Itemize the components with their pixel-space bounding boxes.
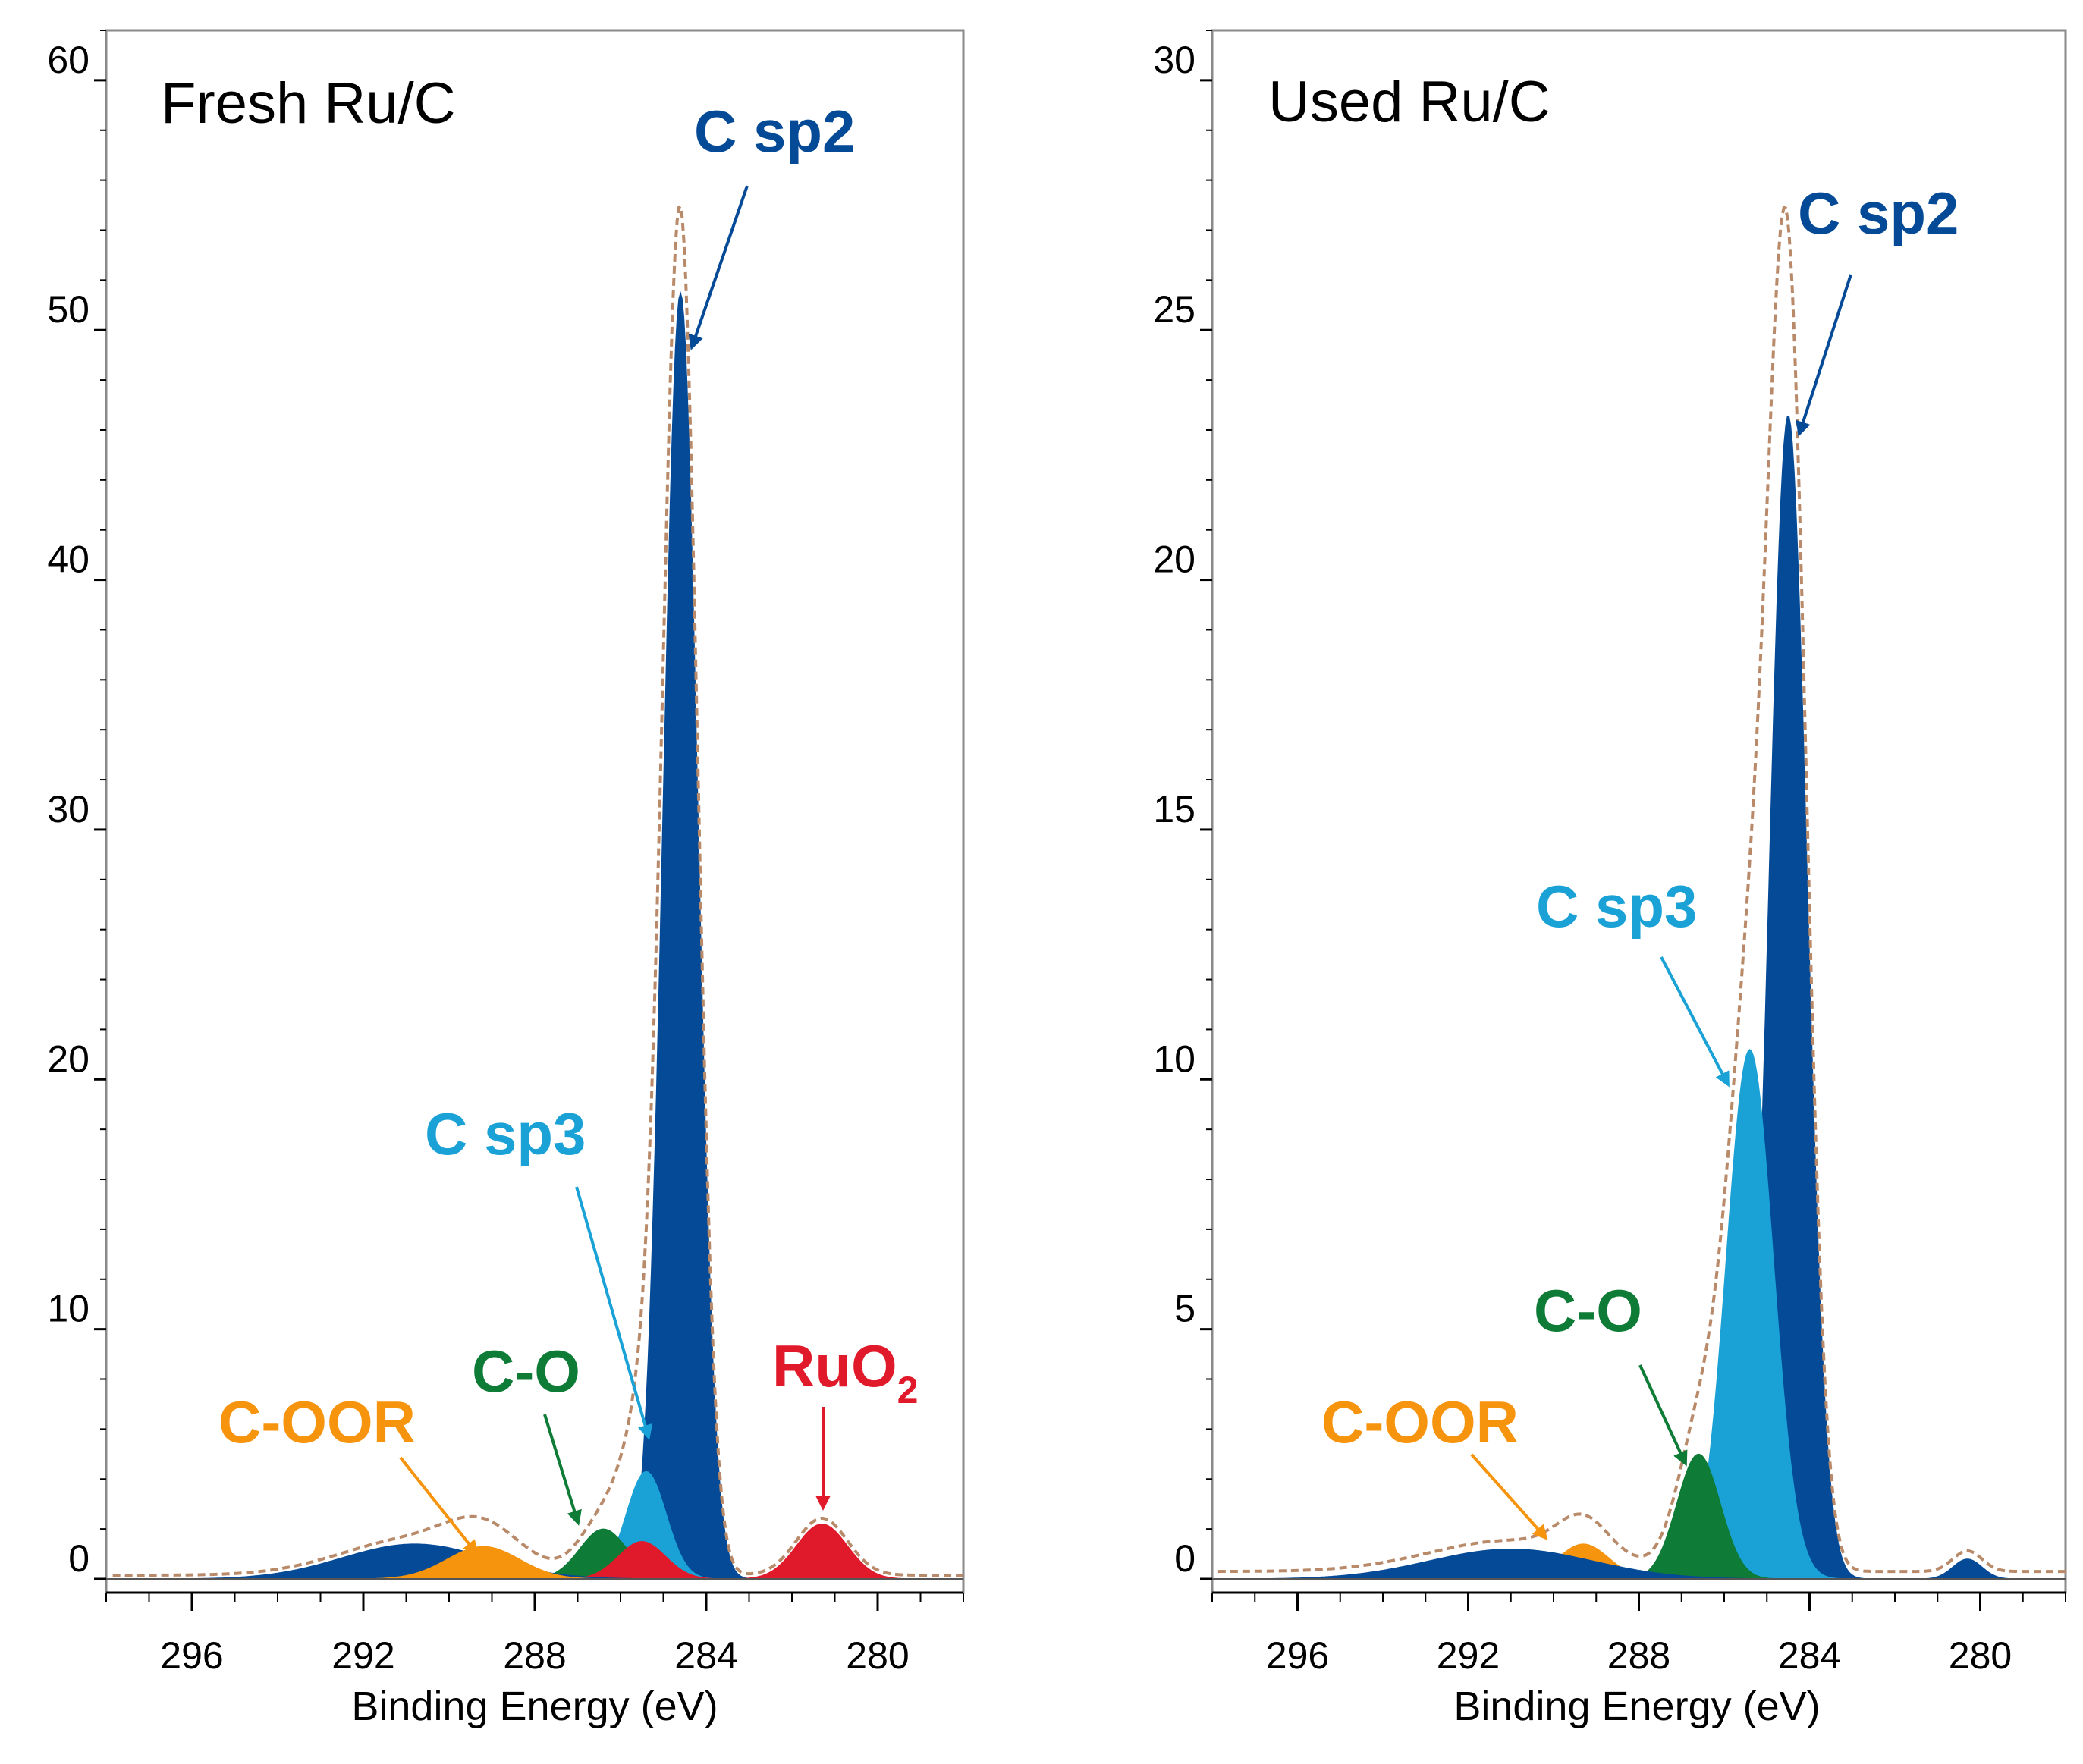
x-tick-label: 296 [160,1634,223,1677]
annotation-c-oor: C-OOR [1321,1389,1548,1540]
y-tick-label: 15 [1153,788,1195,830]
y-tick-label: 0 [1174,1537,1195,1580]
label-c-oor: C-OOR [218,1389,416,1455]
fitted-components [1212,416,2066,1580]
y-tick-label: 10 [47,1288,90,1330]
y-tick-label: 0 [68,1537,90,1580]
x-tick-label: 292 [1437,1634,1500,1677]
x-tick-label: 280 [1949,1634,2012,1677]
y-tick-label: 30 [1153,39,1195,81]
panel-fresh-ru-c: 0 10 20 30 40 50 60 296 292 288 284 280 Fresh Ru/C… [47,29,965,1729]
fitted-components [106,290,963,1580]
y-axis: 0 10 20 30 40 50 60 [47,30,106,1580]
x-axis-title: Binding Energy (eV) [351,1684,718,1729]
arrow-c-sp3 [1660,956,1730,1088]
x-axis: 296 292 288 284 280 [105,1591,964,1677]
fit-envelope [108,203,963,1577]
y-tick-label: 20 [47,1037,90,1080]
arrow-c-sp3 [575,1186,653,1440]
label-ruo2-subscript: 2 [897,1369,919,1411]
label-c-sp2: C sp2 [694,98,855,165]
x-tick-label: 288 [503,1634,566,1677]
y-tick-label: 30 [47,788,90,830]
y-tick-label: 25 [1153,288,1195,331]
panel-title: Used Ru/C [1268,70,1550,134]
annotation-c-o: C-O [1534,1277,1688,1467]
y-tick-label: 60 [47,39,90,81]
x-tick-label: 292 [331,1634,394,1677]
label-ruo2: RuO2 [772,1332,918,1411]
label-c-sp3: C sp3 [1536,873,1697,940]
panel-used-ru-c: 0 5 10 15 20 25 30 296 292 288 284 280 Used Ru/C B… [1153,29,2067,1729]
component-shake-up [1213,1549,2066,1580]
y-tick-label: 40 [47,538,90,581]
plot-frame [1211,29,2067,1594]
label-c-o: C-O [472,1338,580,1405]
x-tick-label: 296 [1266,1634,1329,1677]
x-axis: 296 292 288 284 280 [1211,1591,2066,1677]
x-axis-title: Binding Energy (eV) [1453,1684,1820,1729]
x-tick-label: 284 [674,1634,737,1677]
annotation-c-sp2: C sp2 [1796,180,1959,437]
annotation-ruo2: RuO2 [772,1332,918,1511]
x-tick-label: 284 [1778,1634,1841,1677]
fit-envelope [1214,206,2066,1574]
arrow-c-sp2 [1796,274,1852,437]
label-ruo2-main: RuO [772,1332,897,1399]
annotation-c-o: C-O [472,1338,582,1526]
y-tick-label: 5 [1174,1288,1195,1330]
component-c-o [1214,1453,2066,1580]
y-tick-label: 50 [47,288,90,331]
annotation-c-sp3: C sp3 [1536,873,1730,1088]
x-tick-label: 288 [1607,1634,1670,1677]
arrow-c-o [543,1414,582,1526]
x-tick-label: 280 [846,1634,909,1677]
label-c-o: C-O [1534,1277,1642,1344]
label-c-sp3: C sp3 [425,1100,586,1167]
panel-title: Fresh Ru/C [161,71,456,136]
y-axis: 0 5 10 15 20 25 30 [1153,30,1212,1580]
arrow-c-oor [399,1456,479,1556]
label-c-sp2: C sp2 [1798,180,1959,246]
y-tick-label: 20 [1153,538,1195,581]
arrow-c-sp2 [688,185,749,350]
arrow-c-oor [1470,1453,1548,1540]
annotation-c-sp3: C sp3 [425,1100,653,1440]
annotation-c-sp2: C sp2 [688,98,855,350]
y-tick-label: 10 [1153,1037,1195,1080]
label-c-oor: C-OOR [1321,1389,1519,1455]
arrow-c-o [1638,1364,1688,1467]
annotation-c-oor: C-OOR [218,1389,479,1556]
